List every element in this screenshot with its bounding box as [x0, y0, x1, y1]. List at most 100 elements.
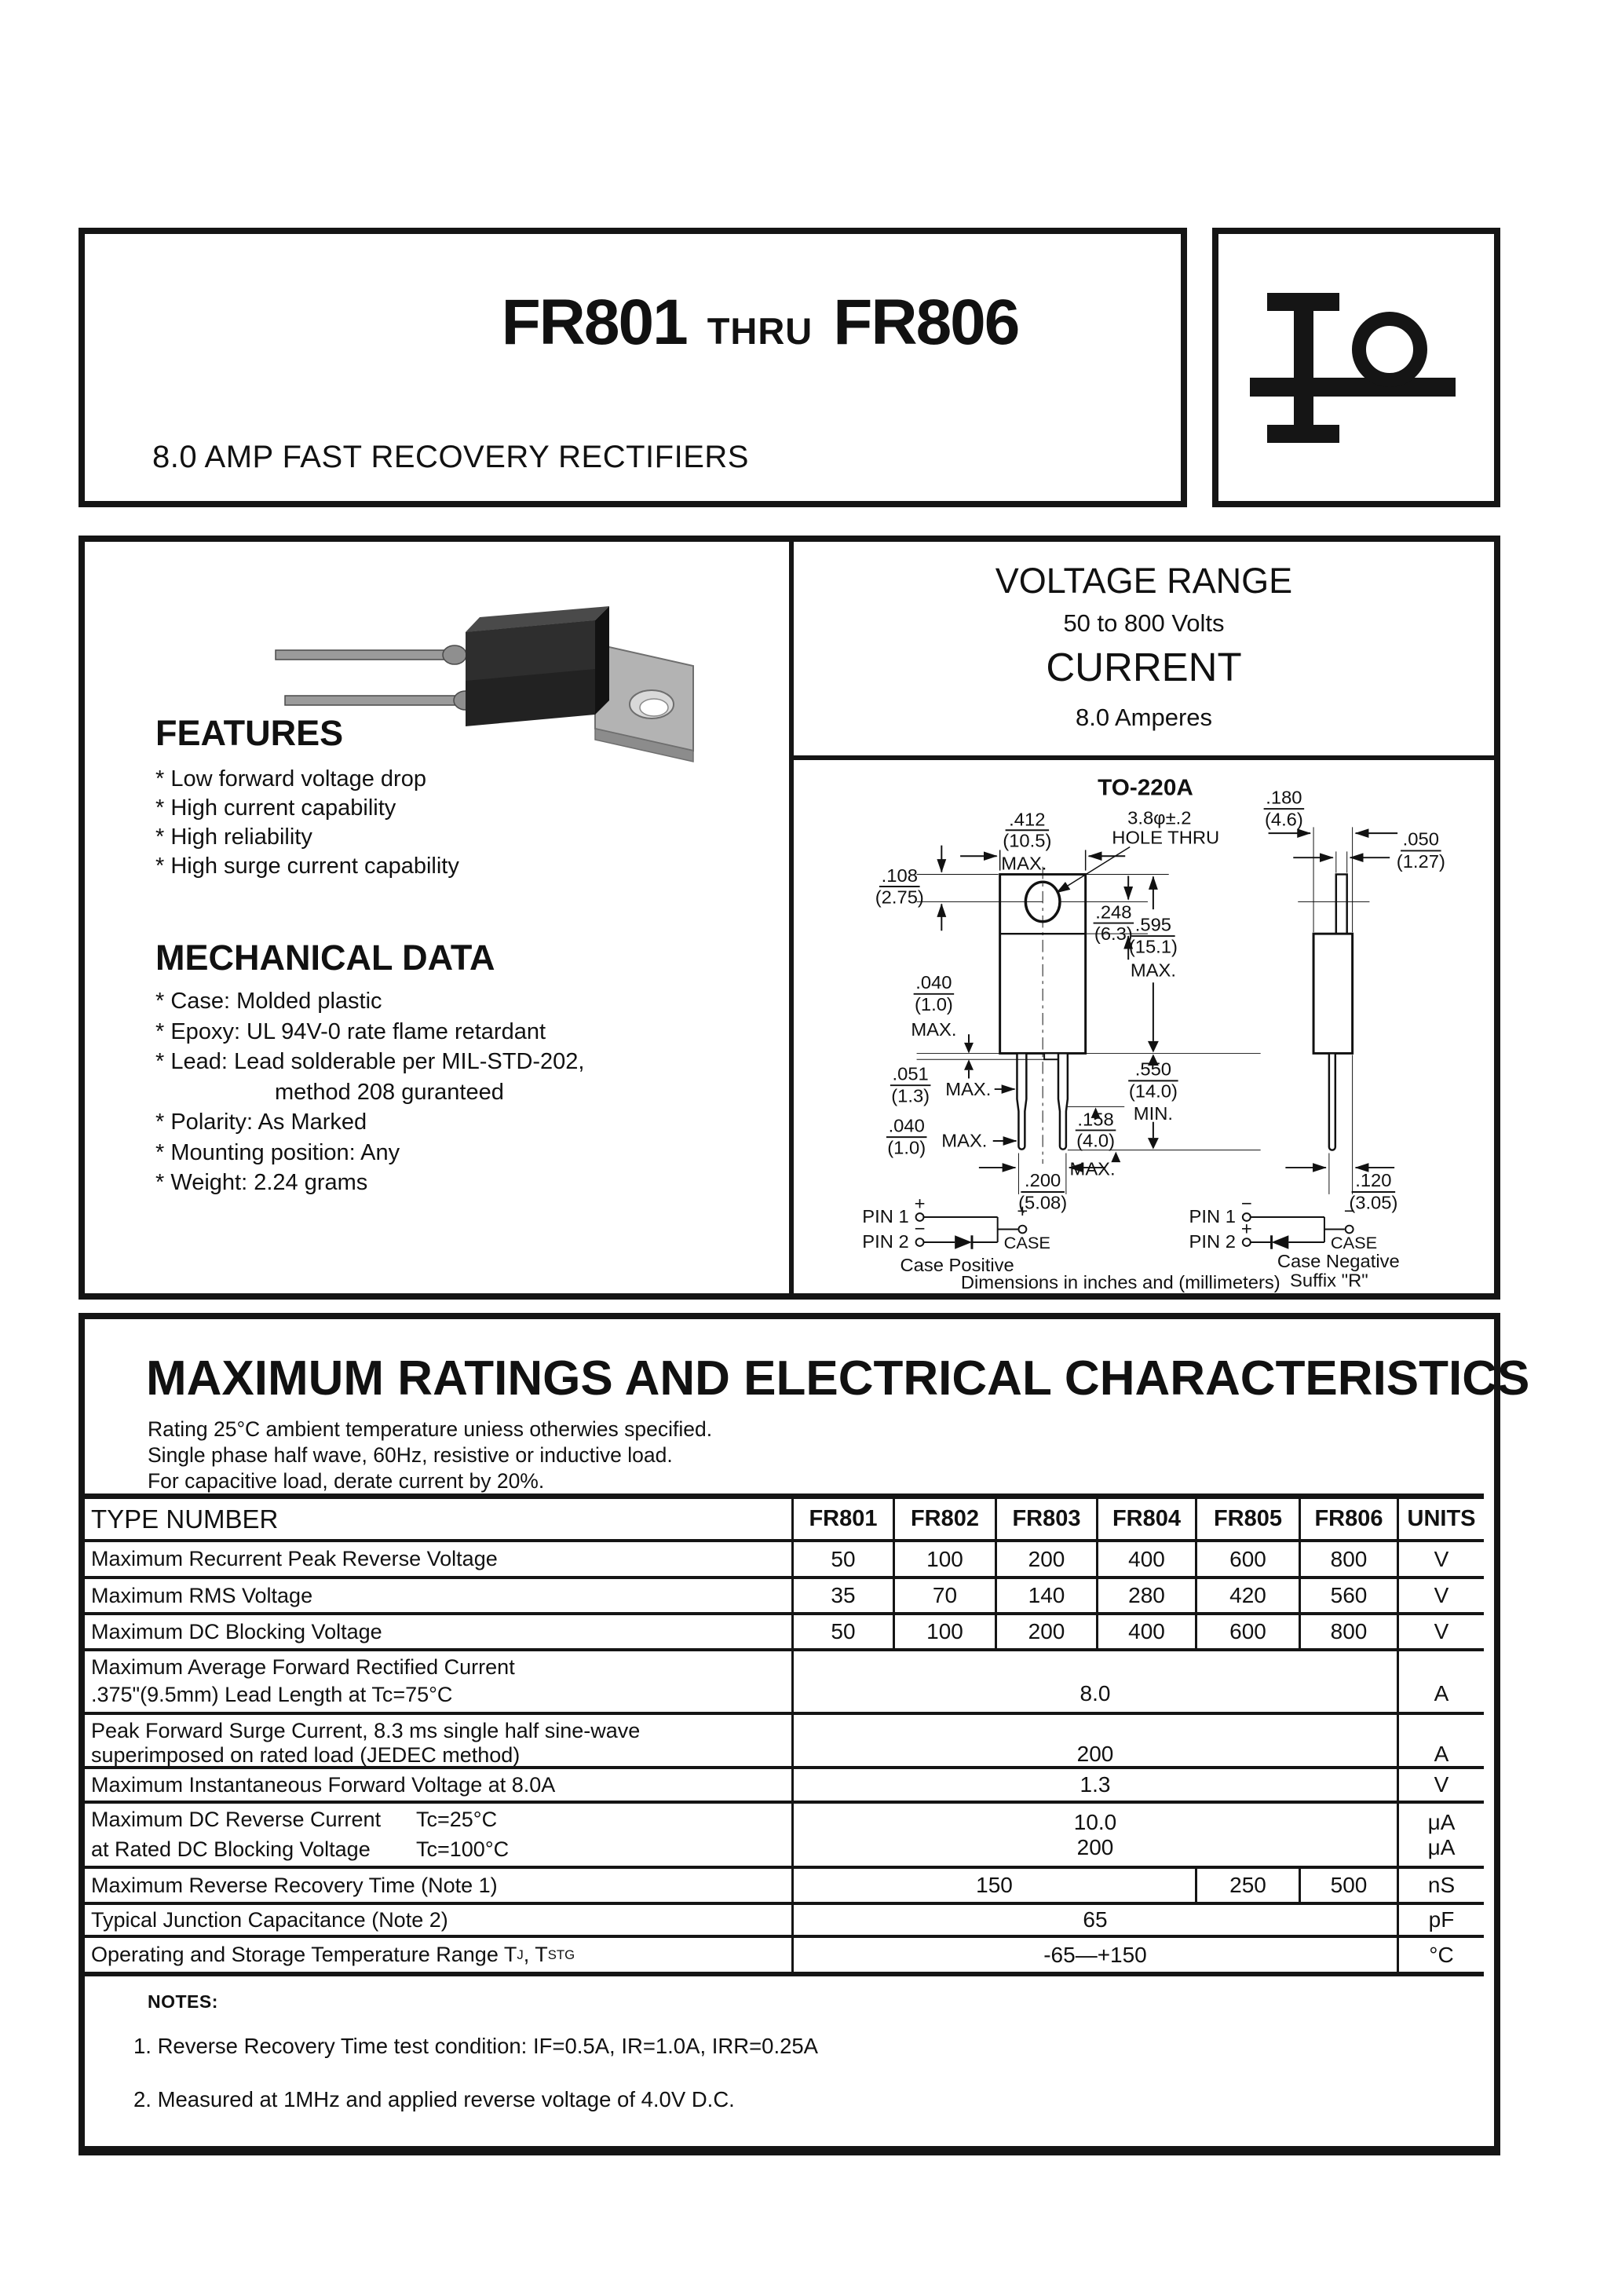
title-part-end: FR806 — [833, 287, 1020, 358]
feature-item: * High current capability — [155, 795, 396, 821]
case-terminal-icon — [1017, 1224, 1028, 1234]
cell-value-span: 200 — [791, 1715, 1397, 1772]
cell-unit: V — [1397, 1615, 1484, 1648]
dim-body-height-mm: (15.1) — [1129, 937, 1178, 957]
cell-value: 200 — [995, 1542, 1096, 1576]
dim-body-width-in: .412 — [1009, 810, 1045, 830]
dim-lead-offset-mm: (3.05) — [1349, 1193, 1397, 1213]
subscript-tstg: STG — [547, 1947, 575, 1962]
features-heading: FEATURES — [155, 713, 344, 753]
cell-unit: nS — [1397, 1869, 1484, 1902]
cell-value-span: 1.3 — [791, 1769, 1397, 1801]
pin1-label: PIN 1 — [1189, 1206, 1236, 1227]
pin1-sign: − — [1241, 1194, 1252, 1214]
units-header: UNITS — [1397, 1499, 1484, 1539]
logo-box — [1212, 228, 1500, 507]
dim-tab-thickness-lines — [1293, 850, 1441, 873]
preamble-line: Rating 25°C ambient temperature uniess o… — [148, 1417, 713, 1441]
pinout-caption: Case Positive — [900, 1255, 1014, 1275]
dim-lead-upper-in: .051 — [893, 1064, 929, 1084]
row-label-line1: Peak Forward Surge Current, 8.3 ms singl… — [91, 1719, 641, 1742]
overview-section: FEATURES * Low forward voltage drop * Hi… — [79, 536, 1500, 1300]
hole-leader-line — [1056, 846, 1131, 894]
row-label: Maximum Average Forward Rectified Curren… — [79, 1651, 791, 1712]
dim-lead-pitch-lines — [978, 1153, 1106, 1194]
pin2-sign: + — [1241, 1219, 1252, 1239]
ratings-section: MAXIMUM RATINGS AND ELECTRICAL CHARACTER… — [79, 1313, 1529, 2155]
preamble-line: Single phase half wave, 60Hz, resistive … — [148, 1443, 673, 1467]
cell-unit: V — [1397, 1542, 1484, 1576]
preamble-line: For capacitive load, derate current by 2… — [148, 1469, 545, 1493]
cell-unit-bottom: μA — [1427, 1835, 1456, 1859]
pin1-terminal-icon — [915, 1212, 925, 1222]
cell-value: 600 — [1195, 1542, 1299, 1576]
cell-value-top: 10.0 — [1073, 1810, 1117, 1834]
row-label: Maximum Instantaneous Forward Voltage at… — [91, 1772, 556, 1797]
row-label: Maximum DC Reverse Current Tc=25°C at Rat… — [79, 1804, 791, 1866]
case-sign: + — [1017, 1201, 1028, 1221]
cell-value: 560 — [1299, 1579, 1397, 1612]
pin1-sign: + — [915, 1194, 926, 1214]
dim-lead-tip-arrow-top — [1090, 1107, 1101, 1118]
page-title: FR801 THRU FR806 — [352, 286, 1168, 360]
hole-callout-label: HOLE THRU — [1112, 828, 1219, 848]
dim-body-height-note: MAX. — [1131, 960, 1176, 981]
pinout-wires — [1250, 1216, 1345, 1249]
row-label-line2: .375"(9.5mm) Lead Length at Tc=75°C — [91, 1683, 453, 1706]
dim-lead-length-note: MIN. — [1134, 1103, 1173, 1124]
side-view-outline — [1298, 873, 1370, 1151]
row-label-line2: at Rated DC Blocking Voltage Tc=100°C — [91, 1837, 510, 1861]
mechanical-item: * Case: Molded plastic — [155, 989, 382, 1014]
pinout-caption-line2: Suffix "R" — [1290, 1270, 1368, 1290]
mechanical-data-list: * Case: Molded plastic * Epoxy: UL 94V-0… — [155, 986, 584, 1198]
cell-value: 600 — [1195, 1615, 1299, 1648]
to220a-drawing: TO-220A — [862, 775, 1445, 1292]
cell-value: 400 — [1096, 1542, 1195, 1576]
dim-standoff-in: .040 — [915, 972, 952, 993]
dim-standoff-lines — [913, 993, 1045, 1079]
row-label: Typical Junction Capacitance (Note 2) — [91, 1907, 448, 1932]
mechanical-data-heading: MECHANICAL DATA — [155, 938, 495, 978]
table-row: Maximum DC Reverse Current Tc=25°C at Rat… — [79, 1804, 1484, 1869]
cell-unit: pF — [1397, 1905, 1484, 1935]
package-drawing: TO-220A — [794, 760, 1494, 1293]
pinout-wires — [923, 1216, 1018, 1249]
current-heading: CURRENT — [1046, 645, 1242, 689]
pin2-terminal-icon — [1241, 1238, 1251, 1247]
cell-value-span: 65 — [791, 1905, 1397, 1935]
cell-unit: V — [1397, 1769, 1484, 1801]
cell-value: 200 — [995, 1615, 1096, 1648]
table-row: Maximum Instantaneous Forward Voltage at… — [79, 1769, 1484, 1804]
current-value: 8.0 Amperes — [1075, 704, 1213, 731]
dim-lead-offset-in: .120 — [1355, 1170, 1391, 1190]
row-label: Maximum Recurrent Peak Reverse Voltage — [91, 1547, 498, 1570]
note-1: 1. Reverse Recovery Time test condition:… — [133, 2034, 819, 2058]
dim-lead-tip-mm: (4.0) — [1076, 1131, 1115, 1151]
column-header-fr806: FR806 — [1299, 1499, 1397, 1539]
diode-icon — [955, 1235, 972, 1249]
table-row: Typical Junction Capacitance (Note 2) 65… — [79, 1905, 1484, 1938]
cell-value-span: 10.0 200 — [791, 1804, 1397, 1866]
dim-tab-thickness-in: .050 — [1403, 829, 1439, 850]
row-label: Operating and Storage Temperature Range … — [91, 1943, 575, 1966]
pin2-label: PIN 2 — [862, 1231, 908, 1252]
cell-value-bottom: 200 — [1076, 1835, 1114, 1859]
dim-body-width-mm: (10.5) — [1003, 831, 1051, 851]
mechanical-item: * Polarity: As Marked — [155, 1110, 367, 1135]
table-row: Maximum Reverse Recovery Time (Note 1) 1… — [79, 1869, 1484, 1905]
dim-top-to-hole-mm: (2.75) — [875, 887, 924, 908]
features-list: * Low forward voltage drop * High curren… — [155, 765, 459, 881]
column-header-fr805: FR805 — [1195, 1499, 1299, 1539]
row-label-line1: Maximum Average Forward Rectified Curren… — [91, 1655, 515, 1679]
table-row: Maximum RMS Voltage 35 70 140 280 420 56… — [79, 1579, 1484, 1615]
title-part-start: FR801 — [501, 287, 689, 358]
subscript-tj: J — [517, 1947, 524, 1962]
pinout-caption-line1: Case Negative — [1277, 1251, 1400, 1271]
dim-lead-lower-in: .040 — [889, 1116, 925, 1136]
case-label: CASE — [1004, 1233, 1050, 1252]
dim-standoff-arrow-top — [964, 1042, 974, 1054]
type-number-header: TYPE NUMBER — [91, 1504, 279, 1534]
dim-tab-thickness-mm: (1.27) — [1397, 851, 1445, 872]
dim-body-height-arrow — [1147, 1040, 1159, 1053]
